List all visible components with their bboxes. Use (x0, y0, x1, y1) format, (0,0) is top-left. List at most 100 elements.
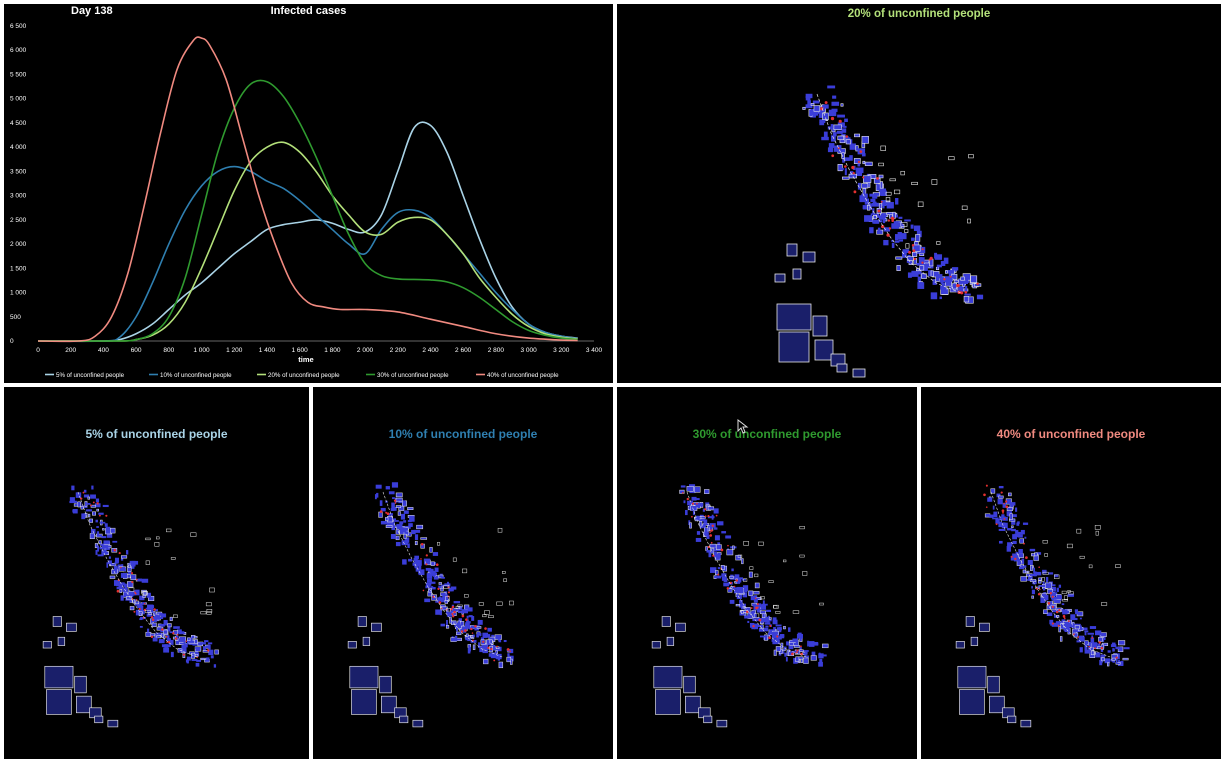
building-block (842, 135, 849, 143)
building-outline (445, 596, 450, 601)
infected-marker (1038, 566, 1040, 568)
infected-marker (118, 552, 121, 555)
building-block (939, 296, 942, 300)
infected-marker (89, 504, 92, 507)
building-outline (1063, 595, 1068, 601)
building-block (454, 635, 458, 642)
building-block (803, 650, 809, 652)
building-block (935, 266, 940, 271)
building-block (416, 524, 424, 530)
y-tick-label: 500 (10, 314, 21, 321)
road-line (77, 491, 198, 658)
building-block (1081, 627, 1088, 631)
building-block (953, 279, 959, 283)
building-block (870, 213, 873, 216)
building-block (727, 548, 729, 551)
large-building (989, 695, 1005, 714)
building-outline (753, 613, 760, 618)
building-block (114, 557, 120, 563)
panel-5-percent: 5% of unconfined people (4, 387, 309, 759)
building-block (1036, 552, 1042, 555)
building-outline (1076, 528, 1082, 534)
building-block (1079, 625, 1082, 630)
building-block (710, 567, 717, 573)
building-block (872, 194, 878, 199)
building-block (426, 573, 433, 579)
building-outline (205, 602, 212, 607)
building-block (911, 252, 918, 257)
building-block (898, 233, 907, 240)
building-block (1110, 644, 1117, 648)
building-block (1038, 577, 1042, 581)
building-outline (893, 189, 901, 195)
building-block (1044, 594, 1049, 600)
building-block (762, 600, 765, 606)
building-block (508, 655, 514, 662)
map-group (651, 484, 829, 728)
building-block (1084, 630, 1087, 636)
building-block (116, 567, 119, 574)
building-block (69, 497, 75, 503)
building-block (146, 592, 151, 598)
building-block (1055, 598, 1062, 601)
building-block (393, 507, 397, 511)
building-block (425, 582, 432, 586)
building-block (709, 543, 717, 549)
building-block (126, 596, 132, 600)
building-block (414, 540, 418, 546)
building-outline (1101, 602, 1108, 606)
building-block (1074, 629, 1081, 633)
building-outline (754, 573, 759, 578)
y-tick-label: 1 500 (10, 265, 27, 272)
building-block (855, 145, 859, 152)
infected-marker (960, 291, 964, 295)
building-block (414, 565, 418, 569)
building-block (1027, 578, 1031, 581)
y-tick-label: 1 000 (10, 290, 27, 297)
building-block (85, 509, 93, 512)
building-outline (443, 585, 450, 589)
building-block (880, 190, 887, 196)
infected-marker (976, 282, 979, 285)
building-block (457, 625, 462, 629)
legend-entry: 5% of unconfined people (56, 372, 125, 379)
building-block (166, 638, 171, 642)
building-block (828, 143, 835, 148)
building-block (472, 644, 476, 650)
building-block (1095, 652, 1100, 658)
building-block (696, 515, 700, 520)
building-block (753, 598, 758, 603)
infected-marker (752, 624, 755, 628)
infected-marker (853, 190, 857, 194)
large-building (965, 616, 975, 627)
infected-marker (509, 650, 511, 653)
building-outline (462, 568, 468, 574)
building-block (948, 272, 952, 279)
building-block (478, 642, 480, 649)
building-outline (904, 229, 909, 233)
building-block (465, 637, 469, 641)
large-building (685, 695, 701, 714)
large-building (349, 665, 379, 689)
building-outline (931, 179, 938, 185)
building-block (957, 279, 965, 284)
building-block (823, 104, 829, 109)
panel-title-10: 10% of unconfined people (388, 427, 538, 441)
building-block (472, 634, 475, 638)
building-block (92, 511, 96, 516)
building-block (915, 234, 921, 242)
infected-marker (166, 641, 168, 644)
building-block (822, 654, 827, 657)
building-block (741, 610, 744, 615)
building-block (753, 591, 760, 595)
building-block (686, 486, 694, 492)
large-building (979, 622, 990, 632)
building-block (683, 500, 686, 504)
building-outline (905, 243, 910, 249)
large-building (412, 719, 424, 728)
infected-marker (1039, 588, 1041, 591)
building-block (141, 578, 149, 583)
day-label: Day 138 (71, 5, 113, 17)
building-block (691, 496, 697, 501)
building-block (688, 501, 693, 504)
